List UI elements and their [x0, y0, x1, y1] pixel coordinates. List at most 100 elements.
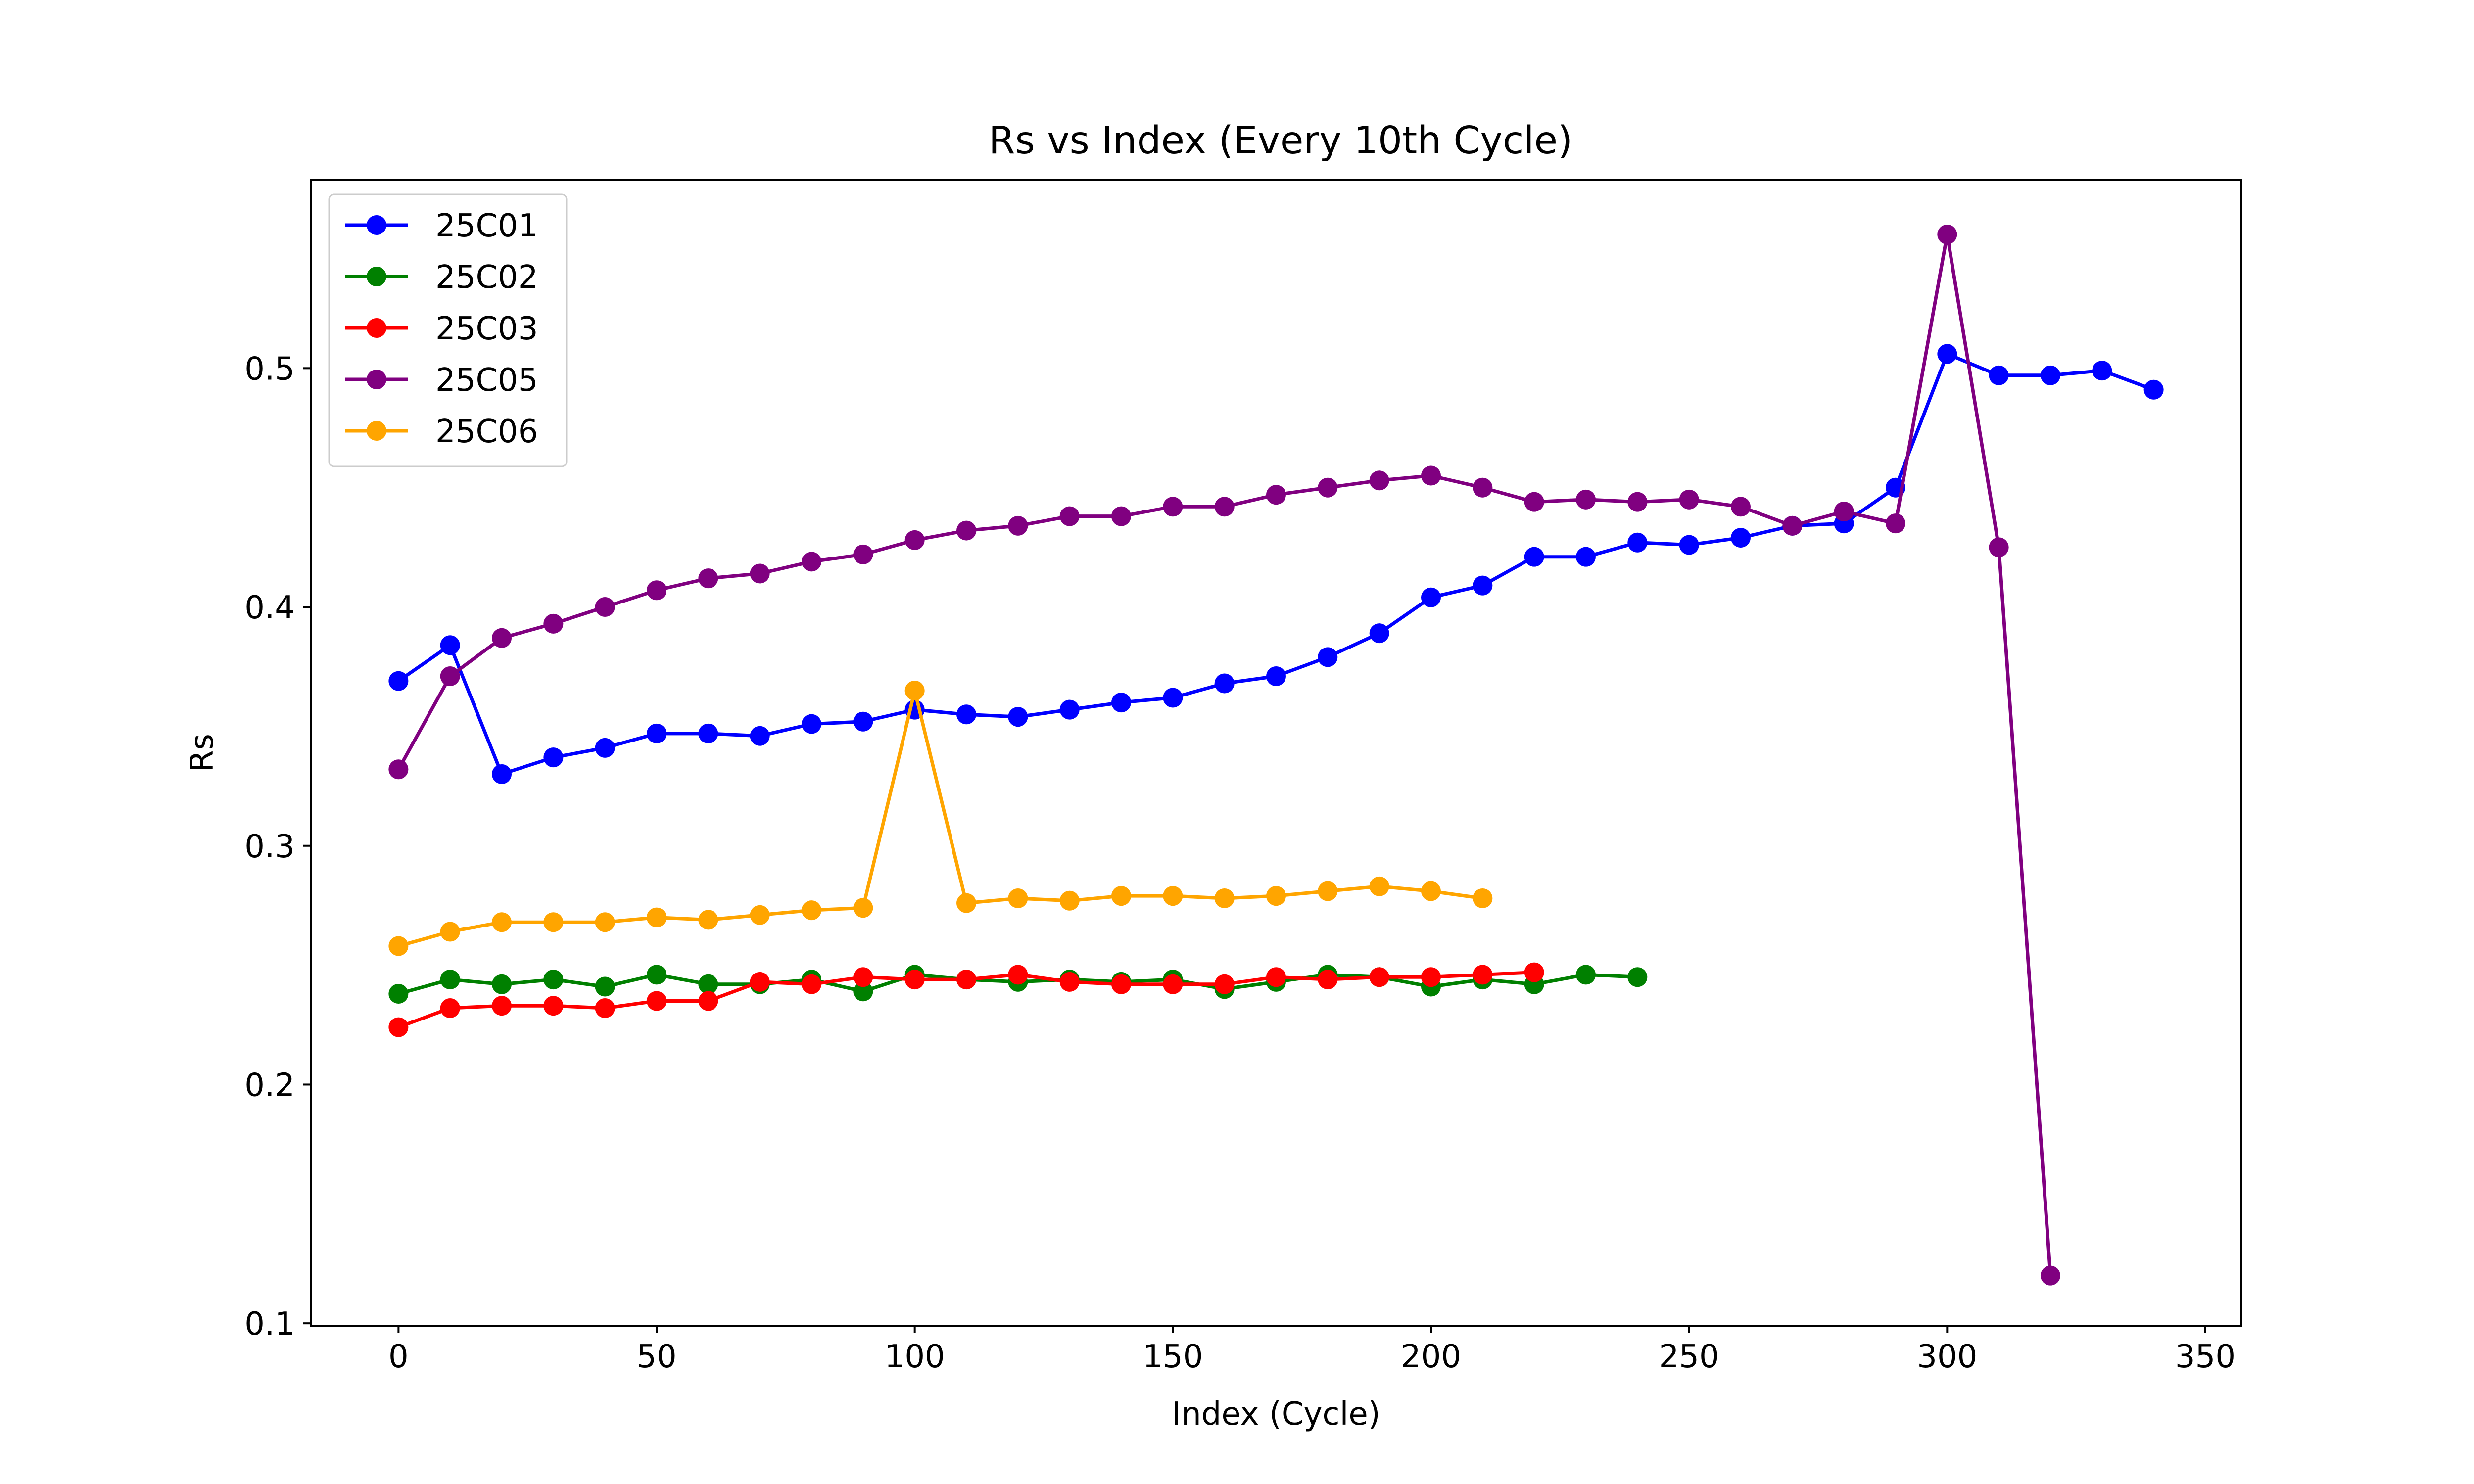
- data-point: [492, 912, 512, 932]
- data-point: [1421, 967, 1441, 987]
- data-point: [1627, 967, 1648, 987]
- data-point: [1575, 489, 1596, 510]
- data-point: [543, 613, 564, 634]
- data-point: [853, 898, 873, 918]
- data-point: [647, 580, 667, 601]
- data-point: [388, 984, 409, 1004]
- data-point: [647, 907, 667, 928]
- data-point: [492, 628, 512, 648]
- data-point: [2040, 365, 2060, 385]
- legend-label: 25C02: [435, 259, 538, 296]
- legend-label: 25C03: [435, 311, 538, 347]
- data-point: [388, 671, 409, 691]
- data-point: [1214, 888, 1235, 908]
- data-point: [2092, 361, 2112, 381]
- y-tick-label: 0.2: [244, 1067, 295, 1104]
- data-point: [647, 965, 667, 985]
- legend-label: 25C06: [435, 414, 538, 450]
- y-tick-label: 0.4: [244, 590, 295, 626]
- data-point: [388, 936, 409, 956]
- data-point: [440, 970, 460, 990]
- data-point: [1730, 497, 1751, 517]
- data-point: [647, 723, 667, 743]
- data-point: [1266, 967, 1286, 987]
- data-point: [1059, 506, 1080, 526]
- data-point: [440, 998, 460, 1018]
- x-tick-label: 150: [1142, 1339, 1203, 1375]
- data-point: [698, 910, 718, 930]
- data-point: [1575, 965, 1596, 985]
- y-tick-label: 0.5: [244, 351, 295, 387]
- data-point: [1782, 515, 1803, 536]
- data-point: [595, 998, 615, 1018]
- data-point: [543, 747, 564, 768]
- data-point: [750, 905, 770, 925]
- legend-item: 25C01: [345, 208, 538, 244]
- legend-marker: [367, 318, 386, 338]
- series-25C05: [388, 225, 2060, 1286]
- data-point: [1524, 492, 1544, 512]
- legend-box: [328, 193, 568, 467]
- legend-marker: [367, 421, 386, 441]
- data-point: [1989, 365, 2009, 385]
- data-point: [1111, 693, 1132, 713]
- data-point: [1008, 888, 1028, 908]
- data-point: [1318, 970, 1338, 990]
- data-point: [698, 568, 718, 589]
- data-point: [698, 723, 718, 743]
- data-point: [1214, 673, 1235, 694]
- data-point: [1008, 515, 1028, 536]
- data-point: [1627, 492, 1648, 512]
- chart-title: Rs vs Index (Every 10th Cycle): [989, 119, 1572, 163]
- data-point: [1421, 587, 1441, 607]
- plot-area: [388, 225, 2164, 1286]
- series-25C01: [388, 344, 2164, 784]
- data-point: [595, 738, 615, 758]
- data-point: [1266, 485, 1286, 505]
- x-tick-label: 100: [885, 1339, 945, 1375]
- data-point: [388, 759, 409, 780]
- data-point: [1214, 974, 1235, 994]
- data-point: [1369, 967, 1389, 987]
- data-point: [492, 764, 512, 784]
- x-tick-label: 250: [1659, 1339, 1719, 1375]
- data-point: [904, 970, 925, 990]
- data-point: [595, 597, 615, 617]
- axes-frame: [310, 179, 2242, 1327]
- data-point: [1059, 890, 1080, 911]
- data-point: [956, 893, 977, 913]
- x-axis: 0 50 100 150 200 250 300 350: [388, 1326, 2236, 1375]
- data-point: [440, 635, 460, 655]
- data-point: [1266, 666, 1286, 687]
- data-point: [1524, 547, 1544, 567]
- data-point: [853, 544, 873, 564]
- data-point: [853, 711, 873, 732]
- data-point: [698, 991, 718, 1011]
- legend-item: 25C02: [345, 259, 538, 296]
- data-point: [750, 972, 770, 992]
- data-point: [1318, 881, 1338, 901]
- data-point: [1163, 974, 1183, 994]
- data-point: [1524, 962, 1544, 982]
- data-point: [904, 530, 925, 550]
- data-point: [853, 967, 873, 987]
- data-point: [2040, 1265, 2060, 1286]
- data-point: [492, 974, 512, 994]
- data-point: [492, 996, 512, 1016]
- legend: 25C01 25C02 25C03 25C05 25C06: [328, 193, 568, 467]
- data-point: [1111, 886, 1132, 906]
- data-point: [543, 912, 564, 932]
- y-tick-label: 0.1: [244, 1306, 295, 1343]
- data-point: [904, 680, 925, 700]
- data-point: [595, 976, 615, 997]
- data-point: [1163, 497, 1183, 517]
- data-point: [956, 970, 977, 990]
- series-25C06: [388, 680, 1493, 956]
- data-point: [1473, 477, 1493, 498]
- data-point: [853, 981, 873, 1002]
- data-point: [1111, 506, 1132, 526]
- legend-label: 25C05: [435, 362, 538, 399]
- data-point: [1163, 688, 1183, 708]
- legend-item: 25C03: [345, 311, 538, 347]
- data-point: [1937, 225, 1957, 245]
